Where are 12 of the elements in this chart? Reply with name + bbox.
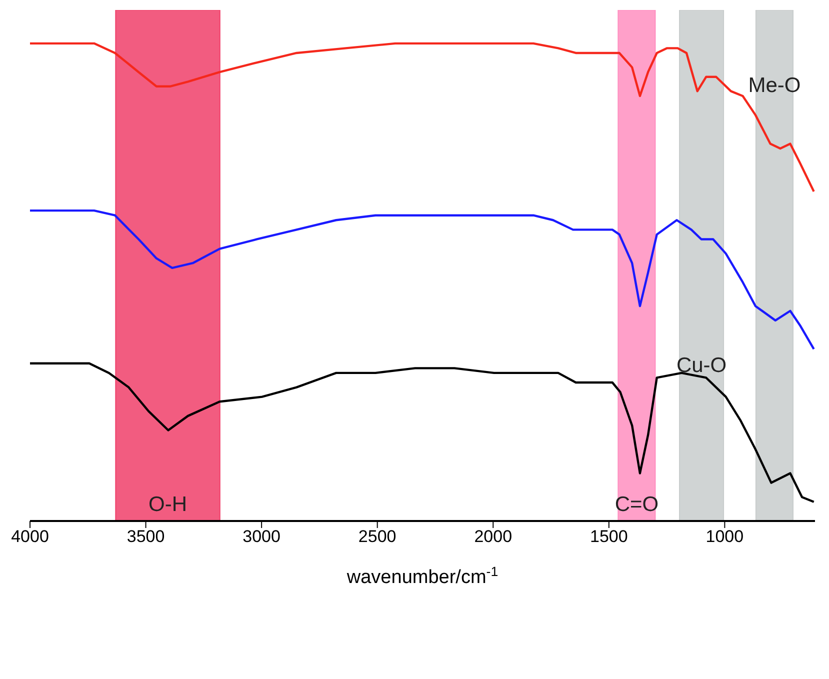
- x-tick-label: 2500: [358, 527, 396, 546]
- x-tick-label: 2000: [474, 527, 512, 546]
- x-tick-label: 1000: [706, 527, 744, 546]
- band-label: Me-O: [748, 74, 801, 97]
- band-label: Cu-O: [676, 354, 727, 377]
- x-tick-label: 3500: [126, 527, 165, 546]
- band-label: O-H: [148, 493, 188, 516]
- x-tick-label: 4000: [11, 527, 49, 546]
- band-label: C=O: [614, 493, 659, 516]
- x-tick-label: 1500: [590, 527, 628, 546]
- x-axis-title: wavenumber/cm$^{-1}$: [346, 564, 498, 588]
- x-tick-label: 3000: [242, 527, 280, 546]
